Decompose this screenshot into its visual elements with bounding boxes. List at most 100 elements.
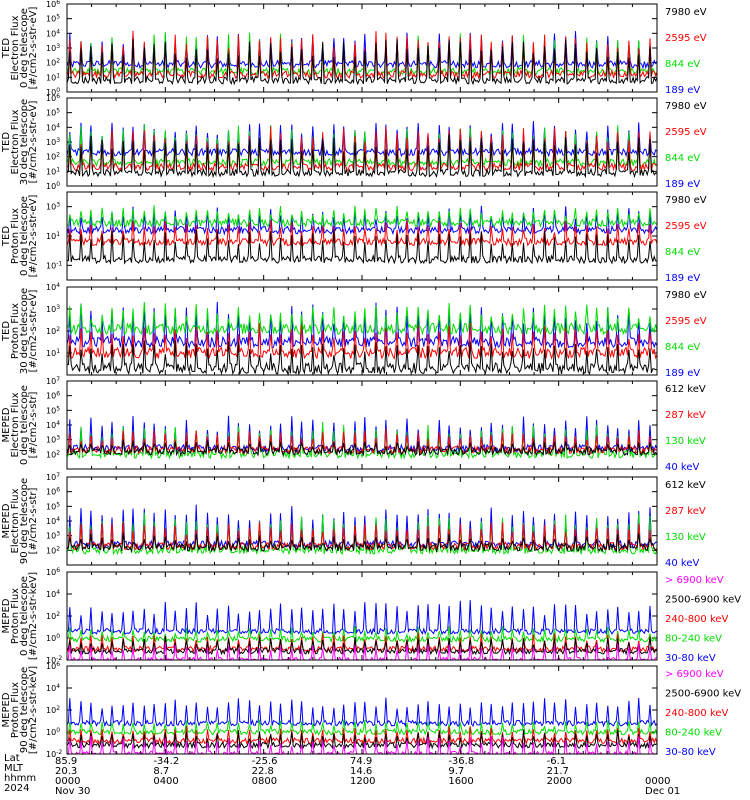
panel-5-ytick: 103 [46,435,60,445]
footer-col-3-row-0: 74.9 [350,756,372,767]
panel-5-channel-label: 287 keV [665,410,706,421]
panel-2-ylabel-line: TED [1,132,12,153]
panel-3-series-1 [66,205,658,229]
panel-2-ytick: 101 [46,166,60,176]
panel-7-ytick: 102 [46,611,60,621]
panel-6-channel-label: 40 keV [665,558,699,569]
panel-8-channel-label: > 6900 keV [665,669,724,680]
panel-2-channel-label: 844 eV [665,153,700,164]
panel-3-series-0 [66,205,658,236]
footer-col-5-row-0: -6.1 [547,756,567,767]
panel-8-series-1 [66,719,658,737]
footer-col-0-row-0: 85.9 [55,756,77,767]
panel-2-series-0 [66,120,658,158]
panel-4-channel-label: 844 eV [665,342,700,353]
panel-4-channel-label: 189 eV [665,368,700,379]
panel-8-series-3 [66,729,658,750]
panel-4-ylabel-line: [#/cm2-s-str-eV] [28,290,39,373]
panel-7-ytick: 100 [46,633,60,643]
panel-4-ytick: 102 [46,326,60,336]
panel-1-ytick: 102 [46,58,60,68]
panel-6-ytick: 105 [46,501,60,511]
panel-2-ylabel-line: Electron Flux [10,109,21,174]
panel-1-ytick: 104 [46,28,60,38]
footer-col-0-row-3: Nov 30 [55,786,90,797]
panel-7-channel-label: 30-80 keV [665,653,716,664]
panel-1-channel-label: 844 eV [665,59,700,70]
footer-col-6-row-3: Dec 01 [645,786,680,797]
panel-1-ylabel-line: Electron Flux [10,15,21,80]
panel-7-channel-label: > 6900 keV [665,575,724,586]
panel-2-ytick: 104 [46,122,60,132]
panel-3-ylabel-line: [#/cm2-s-str-eV] [28,195,39,278]
panel-2-ytick: 106 [46,93,60,103]
panel-7-series-3 [66,636,658,656]
panel-8-ylabel-line: MEPED [1,692,12,727]
panel-1-channel-label: 7980 eV [665,7,707,18]
panel-7-ylabel-line: 0 deg telescope [19,576,30,656]
panel-5-ytick: 106 [46,391,60,401]
panel-8-series-0 [66,697,658,728]
panel-6-series-3 [66,532,658,553]
panel-5-ylabel-line: 0 deg telescope [19,385,30,465]
panel-8-series-2 [66,726,658,746]
panel-8-channel-label: 30-80 keV [665,747,716,758]
footer-col-0-row-2: 0000 [55,776,80,787]
panel-2-channel-label: 2595 eV [665,127,707,138]
panel-1-channel-label: 2595 eV [665,33,707,44]
panel-7-ylabel-line: MEPED [1,598,12,633]
panel-2-ytick: 102 [46,152,60,162]
panel-3-channel-label: 189 eV [665,273,700,284]
panel-5-ytick: 107 [46,376,60,386]
panel-4-ylabel-line: Proton Flux [10,303,21,359]
footer-col-2-row-2: 0800 [252,776,277,787]
panel-2-channel-label: 7980 eV [665,101,707,112]
panel-4-series-2 [66,322,658,360]
footer-col-3-row-1: 14.6 [350,766,372,777]
panel-4-channel-label: 7980 eV [665,290,707,301]
panel-3-series-2 [66,219,658,248]
panel-3-ylabel-line: TED [1,226,12,247]
panel-2-ytick: 100 [46,181,60,191]
panel-4-ylabel-line: 30 deg telescope [19,288,30,374]
panel-5-ylabel-line: [#/cm2-s-str] [28,391,39,458]
panel-1-ytick: 100 [46,87,60,97]
panel-4-ylabel-line: TED [1,321,12,342]
panel-4-ytick: 101 [46,348,60,358]
panel-7-series-0 [66,600,658,636]
panel-3-ytick: 103 [46,202,60,212]
panel-8-ylabel-line: Proton Flux [10,682,21,738]
panel-5-channel-label: 130 keV [665,436,706,447]
panel-2-ylabel-line: 30 deg telescope [19,99,30,185]
panel-8-ytick: 106 [46,661,60,671]
panel-6-ytick: 104 [46,516,60,526]
panel-5-channel-label: 40 keV [665,462,699,473]
panel-4-ytick: 104 [46,282,60,292]
panel-1-ytick: 105 [46,14,60,24]
footer-col-4-row-2: 1600 [448,776,473,787]
panel-6-ylabel-line: Electron Flux [10,488,21,553]
panel-8-ytick: 104 [46,683,60,693]
panel-5-ylabel-line: Electron Flux [10,392,21,457]
footer-col-1-row-1: 8.7 [153,766,169,777]
panel-2-ytick: 105 [46,108,60,118]
panel-4-channel-label: 2595 eV [665,316,707,327]
panel-7-channel-label: 2500-6900 keV [665,595,741,606]
panel-1-ylabel-line: [#/cm2-s-str-eV] [28,7,39,90]
panel-3-channel-label: 844 eV [665,247,700,258]
panel-6-channel-label: 130 keV [665,532,706,543]
panel-5-ytick: 105 [46,405,60,415]
panel-6-ylabel-line: MEPED [1,503,12,538]
panel-8-channel-label: 2500-6900 keV [665,689,741,700]
panel-5-ytick: 104 [46,420,60,430]
panel-7-ytick: 106 [46,567,60,577]
footer-col-1-row-2: 0400 [153,776,178,787]
panel-6-ylabel-line: [#/cm2-s-str] [28,487,39,554]
